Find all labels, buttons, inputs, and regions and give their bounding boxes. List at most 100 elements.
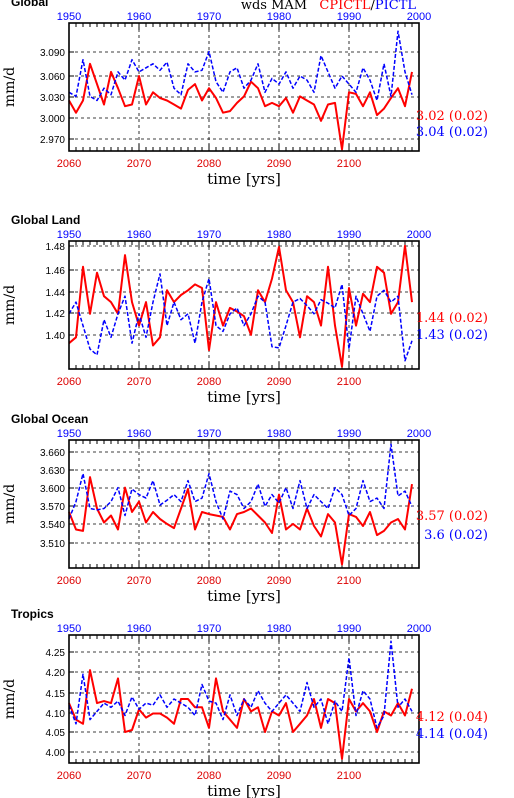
series-line-cpictl bbox=[68, 476, 413, 566]
chart-panel: Global Ocean 1950 1960 1970 1980 1990 2000 2060… bbox=[2, 412, 488, 605]
y-tick-label: 3.030 bbox=[40, 93, 65, 104]
plot-frame bbox=[68, 240, 420, 370]
y-tick-label: 1.48 bbox=[46, 242, 66, 253]
x-bottom-tick-label: 2080 bbox=[197, 575, 221, 587]
x-top-tick-label: 1960 bbox=[127, 623, 151, 635]
y-tick-label: 4.15 bbox=[46, 689, 66, 700]
plot-frame bbox=[68, 634, 420, 764]
figure-header: wds MAM CPICTL/PICTL bbox=[241, 0, 416, 13]
x-bottom-tick-label: 2090 bbox=[267, 158, 291, 170]
y-tick-label: 3.540 bbox=[40, 520, 65, 531]
stat-annotation: 4.12 (0.04) bbox=[416, 710, 488, 725]
panel-title: Global Ocean bbox=[11, 412, 88, 426]
y-tick-label: 4.00 bbox=[46, 748, 66, 759]
stat-annotation: 3.04 (0.02) bbox=[416, 125, 488, 140]
plot-frame bbox=[68, 22, 420, 152]
legend-separator: / bbox=[370, 0, 375, 13]
x-top-tick-label: 1990 bbox=[337, 229, 361, 241]
x-top-tick-label: 1980 bbox=[267, 229, 291, 241]
x-bottom-tick-label: 2090 bbox=[267, 376, 291, 388]
y-tick-label: 1.46 bbox=[46, 266, 66, 277]
x-bottom-tick-label: 2070 bbox=[127, 376, 151, 388]
series-line-pictl bbox=[68, 30, 413, 102]
y-tick-label: 3.510 bbox=[40, 539, 65, 550]
y-tick-label: 3.570 bbox=[40, 502, 65, 513]
panel-title: Global Land bbox=[11, 213, 80, 227]
x-bottom-tick-label: 2070 bbox=[127, 770, 151, 782]
y-tick-label: 2.970 bbox=[40, 135, 65, 146]
y-tick-label: 4.20 bbox=[46, 668, 66, 679]
x-top-tick-label: 1970 bbox=[197, 11, 221, 23]
series-line-cpictl bbox=[68, 669, 413, 760]
x-top-tick-label: 1960 bbox=[127, 11, 151, 23]
stat-annotation: 1.44 (0.02) bbox=[416, 311, 488, 326]
series-line-cpictl bbox=[68, 244, 413, 368]
y-tick-label: 3.660 bbox=[40, 448, 65, 459]
x-top-tick-label: 1970 bbox=[197, 623, 221, 635]
stat-annotation: 3.6 (0.02) bbox=[424, 528, 488, 543]
x-bottom-tick-label: 2080 bbox=[197, 158, 221, 170]
x-bottom-tick-label: 2100 bbox=[337, 770, 361, 782]
series-line-pictl bbox=[68, 273, 413, 362]
y-tick-label: 3.060 bbox=[40, 72, 65, 83]
x-top-tick-label: 1980 bbox=[267, 623, 291, 635]
y-tick-label: 3.000 bbox=[40, 114, 65, 125]
stat-annotation: 1.43 (0.02) bbox=[416, 328, 488, 343]
x-bottom-tick-label: 2060 bbox=[57, 158, 81, 170]
x-bottom-tick-label: 2070 bbox=[127, 575, 151, 587]
x-bottom-tick-label: 2060 bbox=[57, 770, 81, 782]
header-legend: CPICTL/PICTL bbox=[319, 0, 416, 13]
y-axis-label: mm/d bbox=[2, 484, 18, 524]
y-tick-label: 1.42 bbox=[46, 309, 66, 320]
y-tick-label: 3.600 bbox=[40, 484, 65, 495]
x-top-tick-label: 1990 bbox=[337, 623, 361, 635]
x-axis-label: time [yrs] bbox=[207, 170, 281, 188]
x-bottom-tick-label: 2100 bbox=[337, 376, 361, 388]
x-axis-label: time [yrs] bbox=[207, 388, 281, 406]
x-top-tick-label: 1960 bbox=[127, 229, 151, 241]
series-line-pictl bbox=[68, 640, 413, 729]
x-axis-label: time [yrs] bbox=[207, 782, 281, 798]
x-top-tick-label: 1950 bbox=[57, 11, 81, 23]
y-tick-label: 4.10 bbox=[46, 709, 66, 720]
panel-title: Tropics bbox=[11, 607, 54, 621]
y-tick-label: 1.44 bbox=[46, 288, 66, 299]
x-axis-label: time [yrs] bbox=[207, 587, 281, 605]
y-tick-label: 3.630 bbox=[40, 466, 65, 477]
x-bottom-tick-label: 2100 bbox=[337, 575, 361, 587]
x-top-tick-label: 2000 bbox=[407, 229, 431, 241]
y-axis-label: mm/d bbox=[2, 67, 18, 107]
x-top-tick-label: 1950 bbox=[57, 229, 81, 241]
x-bottom-tick-label: 2090 bbox=[267, 575, 291, 587]
x-bottom-tick-label: 2080 bbox=[197, 770, 221, 782]
x-top-tick-label: 1990 bbox=[337, 11, 361, 23]
series-line-cpictl bbox=[68, 62, 413, 151]
y-axis-label: mm/d bbox=[2, 679, 18, 719]
x-top-tick-label: 1990 bbox=[337, 428, 361, 440]
header-variable: wds MAM bbox=[241, 0, 307, 13]
chart-panel: Global 1950 1960 1970 1980 1990 2000 2060 2070 20… bbox=[2, 0, 488, 188]
panels: Global 1950 1960 1970 1980 1990 2000 2060 2070 20… bbox=[2, 0, 488, 798]
series-line-pictl bbox=[68, 443, 413, 520]
x-top-tick-label: 2000 bbox=[407, 623, 431, 635]
x-top-tick-label: 1970 bbox=[197, 229, 221, 241]
x-top-tick-label: 1950 bbox=[57, 623, 81, 635]
y-tick-label: 4.25 bbox=[46, 648, 66, 659]
plot-frame bbox=[68, 439, 420, 569]
x-top-tick-label: 1970 bbox=[197, 428, 221, 440]
x-top-tick-label: 1950 bbox=[57, 428, 81, 440]
x-top-tick-label: 1980 bbox=[267, 428, 291, 440]
x-bottom-tick-label: 2060 bbox=[57, 376, 81, 388]
y-tick-label: 3.090 bbox=[40, 48, 65, 59]
panel-title: Global bbox=[11, 0, 48, 9]
stat-annotation: 3.57 (0.02) bbox=[416, 509, 488, 524]
x-top-tick-label: 2000 bbox=[407, 11, 431, 23]
legend-red-label: CPICTL bbox=[319, 0, 370, 13]
stat-annotation: 3.02 (0.02) bbox=[416, 109, 488, 124]
legend-blue-label: PICTL bbox=[375, 0, 417, 13]
x-bottom-tick-label: 2100 bbox=[337, 158, 361, 170]
x-bottom-tick-label: 2070 bbox=[127, 158, 151, 170]
x-top-tick-label: 2000 bbox=[407, 428, 431, 440]
chart-panel: Global Land 1950 1960 1970 1980 1990 2000 2060 2… bbox=[2, 213, 488, 406]
